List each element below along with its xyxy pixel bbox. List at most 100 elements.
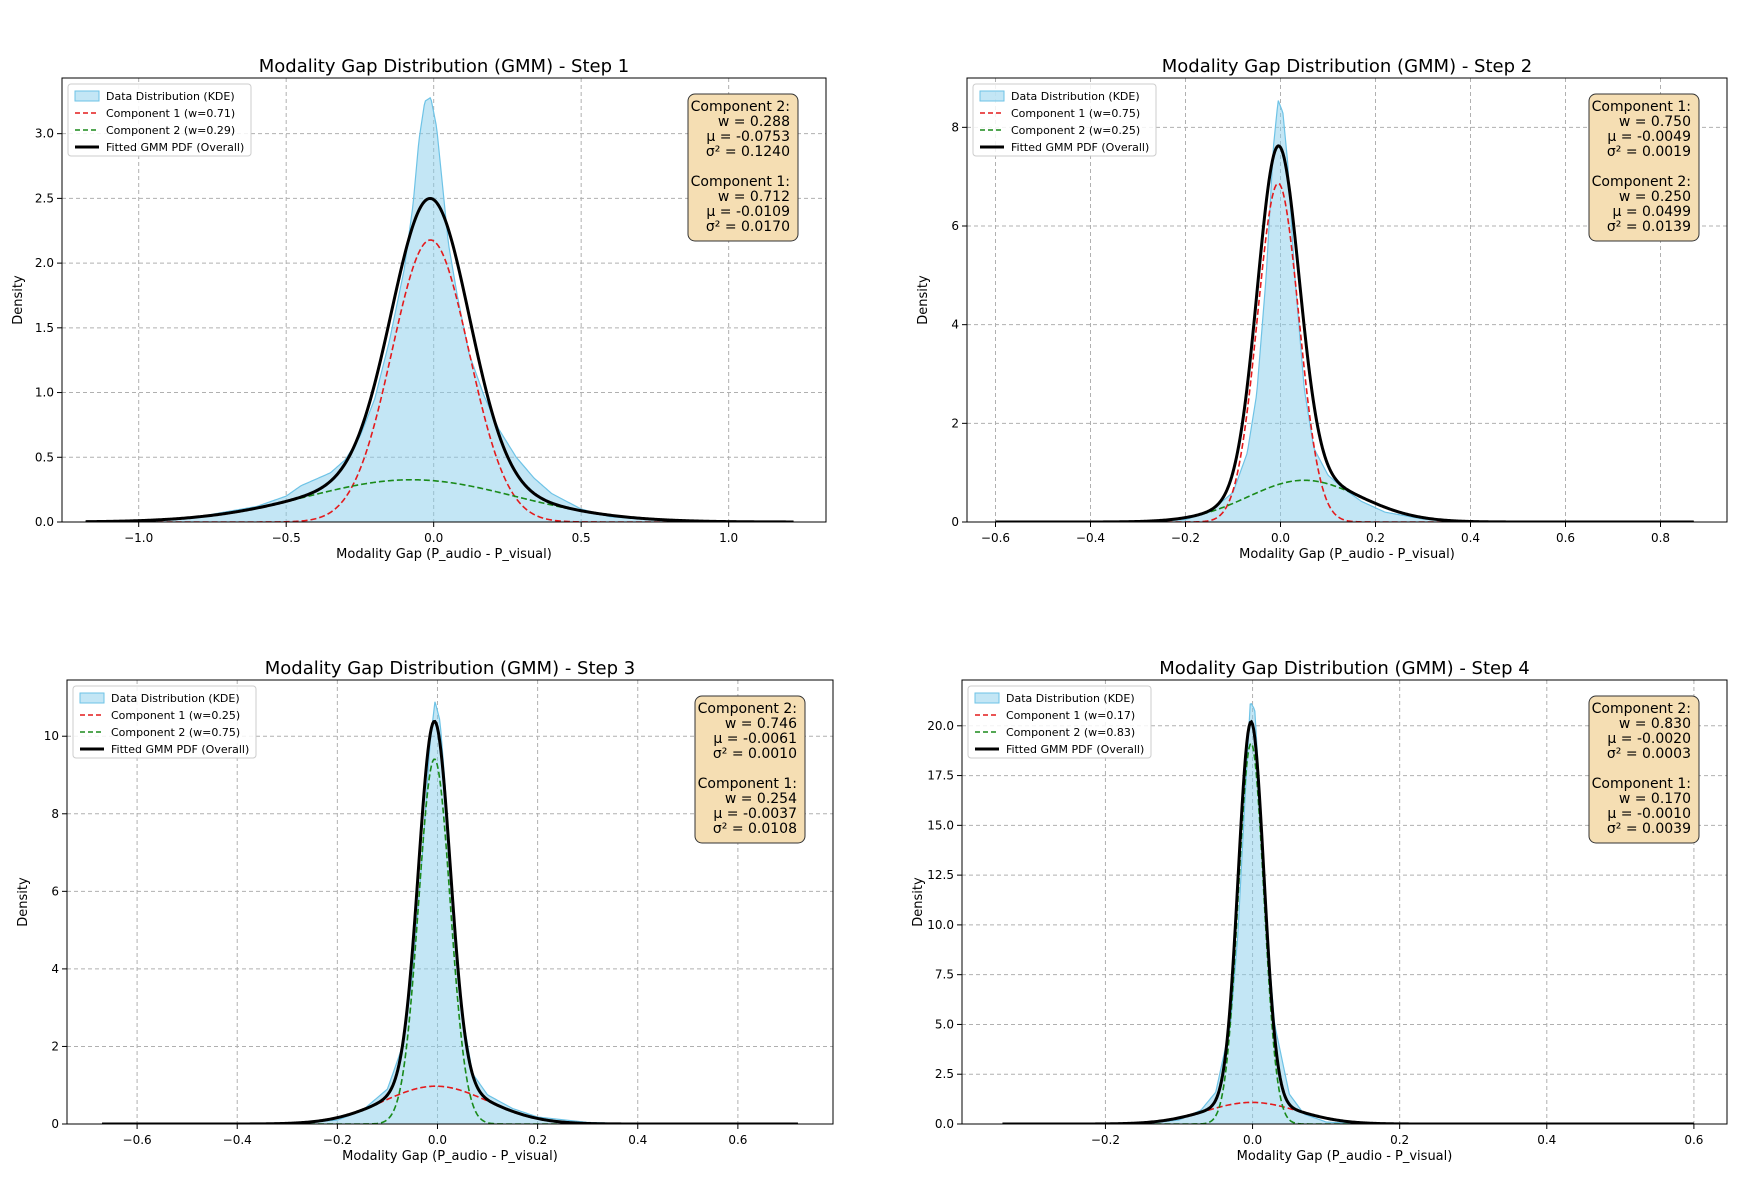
plot-frame — [66, 679, 834, 1125]
annotation-line: σ² = 0.0108 — [713, 821, 797, 837]
y-tick-label: 3.0 — [35, 127, 54, 141]
legend-swatch-kde — [979, 90, 1005, 102]
annotation-line: σ² = 0.0139 — [1607, 219, 1691, 235]
annotation-line: w = 0.746 — [725, 716, 797, 732]
x-tick-label: 0.6 — [728, 1133, 747, 1147]
y-tick-label: 0.0 — [935, 1117, 954, 1131]
annotation-line: Component 2: — [698, 701, 797, 717]
x-tick-label: −0.2 — [1171, 531, 1200, 545]
component-1-line — [85, 239, 794, 522]
y-tick-label: 17.5 — [927, 769, 954, 783]
legend-entry-label: Data Distribution (KDE) — [1006, 692, 1135, 705]
y-tick-label: 4 — [951, 318, 959, 332]
plot-frame — [961, 679, 1728, 1125]
legend-entry-label: Data Distribution (KDE) — [1011, 90, 1140, 103]
x-tick-label: 0.0 — [1271, 531, 1290, 545]
plot-frame — [61, 77, 827, 523]
y-tick-label: 0.0 — [35, 515, 54, 529]
annotation-line: w = 0.250 — [1619, 189, 1691, 205]
annotation-line: w = 0.288 — [718, 114, 790, 130]
annotation-line: σ² = 0.0010 — [713, 746, 797, 762]
x-tick-label: 0.4 — [1537, 1133, 1556, 1147]
y-tick-label: 7.5 — [935, 968, 954, 982]
y-tick-label: 2 — [51, 1039, 59, 1053]
y-tick-label: 8 — [51, 807, 59, 821]
legend-entry-label: Data Distribution (KDE) — [111, 692, 240, 705]
y-axis-label: Density — [916, 275, 931, 325]
legend-entry-label: Fitted GMM PDF (Overall) — [1011, 141, 1149, 154]
legend: Data Distribution (KDE) Component 1 (w=0.… — [67, 83, 252, 157]
x-tick-label: 0.6 — [1684, 1133, 1703, 1147]
annotation-line: w = 0.712 — [718, 189, 790, 205]
legend-entry-label: Component 1 (w=0.25) — [111, 709, 240, 722]
legend-entry-label: Component 2 (w=0.83) — [1006, 726, 1135, 739]
annotation-line: w = 0.830 — [1619, 716, 1691, 732]
y-tick-label: 0.5 — [35, 450, 54, 464]
y-tick-label: 2.5 — [35, 191, 54, 205]
annotation-background — [687, 93, 799, 242]
annotation-line: Component 2: — [1592, 701, 1691, 717]
x-tick-label: −0.6 — [981, 531, 1010, 545]
annotation-line: Component 1: — [691, 174, 790, 190]
chart-title: Modality Gap Distribution (GMM) - Step 4 — [1159, 658, 1529, 679]
annotation-line: μ = -0.0109 — [706, 204, 790, 220]
component-1-line — [102, 1085, 798, 1124]
annotation-line: Component 1: — [698, 776, 797, 792]
legend-entry-label: Fitted GMM PDF (Overall) — [1006, 743, 1144, 756]
y-tick-label: 0 — [51, 1117, 59, 1131]
y-tick-label: 10.0 — [927, 918, 954, 932]
x-tick-label: −1.0 — [124, 531, 153, 545]
annotation-line: σ² = 0.0039 — [1607, 821, 1691, 837]
x-axis-label: Modality Gap (P_audio - P_visual) — [336, 547, 552, 562]
overall-gmm-line — [85, 196, 794, 522]
annotation-line: μ = -0.0753 — [706, 129, 790, 145]
y-tick-label: 6 — [51, 884, 59, 898]
legend-box — [72, 685, 257, 759]
subplot-3: −0.6 −0.4 −0.2 0.0 0.2 0.4 0.6 0 2 4 6 8 10 Modality … — [16, 658, 834, 1164]
legend-entry-label: Component 2 (w=0.25) — [1011, 124, 1140, 137]
annotation-line: Component 2: — [1592, 174, 1691, 190]
legend-swatch-kde — [79, 692, 105, 704]
x-tick-label: 0.0 — [428, 1133, 447, 1147]
annotation-line: μ = -0.0061 — [713, 731, 797, 747]
x-tick-label: 0.0 — [424, 531, 443, 545]
y-tick-label: 2.0 — [35, 256, 54, 270]
annotation-line: σ² = 0.1240 — [706, 144, 790, 160]
subplot-1: −1.0 −0.5 0.0 0.5 1.0 0.0 0.5 1.0 1.5 2.0 2.5 3.0 Mo… — [11, 56, 827, 562]
x-tick-label: 0.2 — [1366, 531, 1385, 545]
kde-area — [85, 97, 794, 522]
annotation-background — [694, 695, 806, 844]
annotation-line: μ = -0.0037 — [713, 806, 797, 822]
y-tick-label: 8 — [951, 120, 959, 134]
annotation-line: μ = 0.0499 — [1612, 204, 1691, 220]
y-tick-label: 4 — [51, 962, 59, 976]
annotation-background — [1588, 695, 1700, 844]
subplot-4: −0.2 0.0 0.2 0.4 0.6 0.0 2.5 5.0 7.5 10.0 12.5 15.0… — [911, 658, 1728, 1164]
y-tick-label: 10 — [44, 729, 59, 743]
x-tick-label: 0.6 — [1556, 531, 1575, 545]
chart-title: Modality Gap Distribution (GMM) - Step 2 — [1162, 56, 1532, 77]
x-tick-label: 0.4 — [628, 1133, 647, 1147]
legend-entry-label: Data Distribution (KDE) — [106, 90, 235, 103]
x-tick-label: −0.2 — [1091, 1133, 1120, 1147]
kde-area — [102, 701, 798, 1124]
annotation-line: Component 1: — [1592, 99, 1691, 115]
annotation-line: Component 2: — [691, 99, 790, 115]
x-axis-label: Modality Gap (P_audio - P_visual) — [342, 1149, 558, 1164]
x-tick-label: 0.2 — [528, 1133, 547, 1147]
legend-entry-label: Component 2 (w=0.29) — [106, 124, 235, 137]
legend-box — [967, 685, 1152, 759]
y-tick-label: 1.0 — [35, 386, 54, 400]
annotation-line: w = 0.170 — [1619, 791, 1691, 807]
annotation-background — [1588, 93, 1700, 242]
y-tick-label: 2 — [951, 416, 959, 430]
legend-box — [972, 83, 1157, 157]
x-tick-label: 0.2 — [1390, 1133, 1409, 1147]
y-tick-label: 12.5 — [927, 868, 954, 882]
subplot-2: −0.6 −0.4 −0.2 0.0 0.2 0.4 0.6 0.8 0 2 4 6 8 Modality… — [916, 56, 1728, 562]
x-tick-label: −0.6 — [123, 1133, 152, 1147]
legend-entry-label: Component 2 (w=0.75) — [111, 726, 240, 739]
